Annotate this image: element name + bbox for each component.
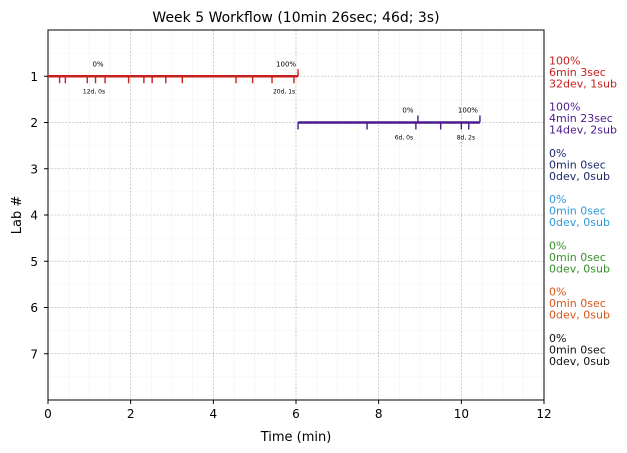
lab-5-summary: 0% 0min 0sec 0dev, 0sub — [549, 239, 610, 275]
chart-title: Week 5 Workflow (10min 26sec; 46d; 3s) — [152, 10, 439, 26]
lab-7-summary-time: 0min 0sec — [549, 343, 606, 356]
lab-timelines: 0% 100% 12d, 0s 20d, 1s 0% 100% 6d, 0s 8d, 2s — [48, 60, 481, 142]
lab-3-summary-counts: 0dev, 0sub — [549, 170, 610, 183]
grid — [47, 30, 545, 400]
y-tick-label: 4 — [30, 209, 38, 223]
lab-1-end-note: 20d, 1s — [273, 88, 295, 95]
y-axis-label: Lab # — [10, 196, 25, 235]
lab-1-summary-percent: 100% — [549, 54, 580, 67]
lab-6-summary-time: 0min 0sec — [549, 297, 606, 310]
lab-1-start-percent: 0% — [92, 60, 103, 68]
x-tick-label: 2 — [127, 407, 135, 421]
lab-4-summary-percent: 0% — [549, 193, 566, 206]
x-tick-label: 10 — [454, 407, 469, 421]
lab-7-summary: 0% 0min 0sec 0dev, 0sub — [549, 332, 610, 368]
x-tick-label: 8 — [375, 407, 383, 421]
y-tick-label: 1 — [30, 70, 38, 84]
lab-3-summary: 0% 0min 0sec 0dev, 0sub — [549, 147, 610, 183]
lab-3-summary-time: 0min 0sec — [549, 158, 606, 171]
lab-1-start-note: 12d, 0s — [83, 88, 105, 95]
lab-1-summary-counts: 32dev, 1sub — [549, 77, 617, 90]
lab-2-start-percent: 0% — [402, 107, 413, 115]
lab-6-summary: 0% 0min 0sec 0dev, 0sub — [549, 286, 610, 322]
y-tick-label: 3 — [30, 162, 38, 176]
lab-2-end-percent: 100% — [458, 107, 478, 115]
lab-1-summary: 100% 6min 3sec 32dev, 1sub — [549, 54, 617, 90]
y-tick-label: 6 — [30, 301, 38, 315]
lab-2-start-note: 6d, 0s — [395, 135, 413, 142]
y-tick-label: 2 — [30, 116, 38, 130]
lab-2-summary-percent: 100% — [549, 101, 580, 114]
lab-5-summary-time: 0min 0sec — [549, 251, 606, 264]
lab-4-summary-counts: 0dev, 0sub — [549, 216, 610, 229]
lab-2-summary-counts: 14dev, 2sub — [549, 124, 617, 137]
lab-5-summary-percent: 0% — [549, 239, 566, 252]
lab-4-summary-time: 0min 0sec — [549, 205, 606, 218]
x-axis-label: Time (min) — [260, 430, 332, 445]
lab-4-summary: 0% 0min 0sec 0dev, 0sub — [549, 193, 610, 229]
lab-2-summary: 100% 4min 23sec 14dev, 2sub — [549, 101, 617, 137]
x-tick-label: 0 — [44, 407, 52, 421]
lab-7-summary-percent: 0% — [549, 332, 566, 345]
lab-2-end-note: 8d, 2s — [457, 135, 475, 142]
lab-1-summary-time: 6min 3sec — [549, 66, 606, 79]
lab-6-summary-percent: 0% — [549, 286, 566, 299]
x-tick-label: 12 — [536, 407, 551, 421]
lab-2-summary-time: 4min 23sec — [549, 112, 613, 125]
lab-1-end-percent: 100% — [276, 60, 296, 68]
y-tick-label: 5 — [30, 255, 38, 269]
y-tick-label: 7 — [30, 347, 38, 361]
lab-7-summary-counts: 0dev, 0sub — [549, 355, 610, 368]
x-tick-label: 6 — [292, 407, 300, 421]
lab-3-summary-percent: 0% — [549, 147, 566, 160]
lab-5-summary-counts: 0dev, 0sub — [549, 262, 610, 275]
x-tick-label: 4 — [210, 407, 218, 421]
lab-6-summary-counts: 0dev, 0sub — [549, 309, 610, 322]
